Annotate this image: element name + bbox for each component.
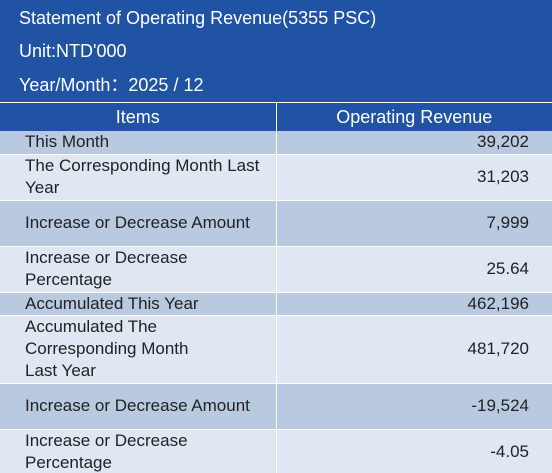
statement-unit: Unit:NTD'000 — [19, 41, 127, 61]
table-row: Accumulated This Year 462,196 — [0, 292, 552, 316]
table-row: This Month 39,202 — [0, 131, 552, 155]
table-row: Accumulated The Corresponding Month Last… — [0, 315, 552, 384]
row-item-label: Increase or Decrease Amount — [0, 383, 277, 430]
statement-header: Statement of Operating Revenue(5355 PSC)… — [0, 0, 552, 102]
column-header-operating-revenue: Operating Revenue — [276, 102, 552, 131]
row-value: 25.64 — [276, 246, 552, 293]
table-row: The Corresponding Month Last Year 31,203 — [0, 154, 552, 201]
row-item-label: Accumulated The Corresponding Month Last… — [0, 315, 277, 384]
row-value: 31,203 — [276, 154, 552, 201]
table-row: Increase or Decrease Percentage 25.64 — [0, 246, 552, 293]
row-item-label: Increase or Decrease Percentage — [0, 429, 277, 473]
row-item-label: Increase or Decrease Amount — [0, 200, 277, 247]
table-row: Increase or Decrease Percentage -4.05 — [0, 429, 552, 473]
statement-title: Statement of Operating Revenue(5355 PSC) — [19, 8, 377, 28]
row-value: 7,999 — [276, 200, 552, 247]
row-value: 481,720 — [276, 315, 552, 384]
row-item-label: The Corresponding Month Last Year — [0, 154, 277, 201]
table-row: Increase or Decrease Amount -19,524 — [0, 383, 552, 430]
column-header-items: Items — [0, 102, 277, 131]
row-value: 462,196 — [276, 292, 552, 316]
row-item-label: This Month — [0, 131, 277, 155]
row-item-label: Accumulated This Year — [0, 292, 277, 316]
table-row: Increase or Decrease Amount 7,999 — [0, 200, 552, 247]
row-value: -4.05 — [276, 429, 552, 473]
row-value: 39,202 — [276, 131, 552, 155]
row-item-label: Increase or Decrease Percentage — [0, 246, 277, 293]
statement-period: Year/Month：2025 / 12 — [19, 75, 204, 95]
revenue-table: Items Operating Revenue This Month 39,20… — [0, 102, 552, 473]
row-value: -19,524 — [276, 383, 552, 430]
table-header-row: Items Operating Revenue — [0, 102, 552, 131]
